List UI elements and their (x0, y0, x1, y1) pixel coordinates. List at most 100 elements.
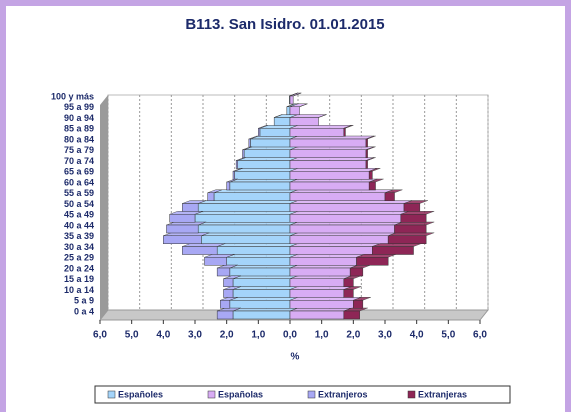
bar (394, 221, 435, 234)
bar (286, 103, 295, 107)
x-tick-label: 4,0 (410, 330, 424, 341)
bar (213, 189, 299, 201)
y-tick-label: 40 a 44 (64, 220, 94, 230)
bar (216, 307, 242, 320)
bar (289, 114, 327, 126)
x-tick-label: 2,0 (346, 330, 360, 341)
bar (384, 189, 403, 201)
y-tick-label: 60 a 64 (64, 177, 94, 187)
bar (226, 178, 238, 191)
bar (372, 243, 422, 255)
bar (232, 286, 299, 298)
bar (229, 264, 299, 277)
y-tick-label: 95 a 99 (64, 102, 94, 112)
bar (365, 157, 376, 169)
bar (289, 211, 409, 223)
bar (194, 211, 299, 223)
bar (289, 275, 352, 287)
bar (387, 232, 435, 244)
bar (237, 157, 299, 169)
bar (289, 264, 359, 277)
bar (289, 307, 352, 320)
bar (289, 243, 381, 255)
bar (343, 307, 368, 320)
legend-label: Españoles (118, 389, 163, 399)
bar (289, 135, 375, 148)
x-tick-label: 3,0 (188, 330, 202, 341)
bar (400, 211, 435, 223)
bar (365, 146, 376, 158)
bar (226, 254, 299, 266)
x-tick-label: 0,0 (283, 330, 297, 341)
legend-label: Extranjeras (418, 389, 467, 399)
legend-swatch (307, 390, 316, 399)
bar (368, 168, 381, 180)
y-tick-label: 70 a 74 (64, 156, 94, 166)
y-tick-label: 55 a 59 (64, 188, 94, 198)
bar (343, 125, 354, 137)
y-tick-label: 80 a 84 (64, 134, 94, 144)
y-tick-label: 45 a 49 (64, 210, 94, 220)
bar (289, 221, 403, 234)
bar (201, 232, 299, 244)
bar (293, 92, 302, 97)
chart-title: B113. San Isidro. 01.01.2015 (185, 16, 384, 33)
bar (216, 243, 299, 255)
y-tick-label: 25 a 29 (64, 253, 94, 263)
bar (356, 254, 397, 266)
y-tick-label: 15 a 19 (64, 274, 94, 284)
bar (365, 135, 376, 148)
x-tick-label: 6,0 (473, 330, 487, 341)
bar (169, 211, 204, 223)
bar (182, 200, 207, 212)
x-tick-label: 5,0 (441, 330, 455, 341)
bar (289, 297, 362, 309)
legend-label: Extranjeros (318, 389, 368, 399)
x-tick-label: 2,0 (220, 330, 234, 341)
bar (289, 232, 397, 244)
bar (299, 103, 308, 107)
y-tick-label: 30 a 34 (64, 242, 94, 252)
y-tick-label: 5 a 9 (74, 296, 94, 306)
legend-swatch (207, 390, 216, 399)
bar (318, 114, 327, 118)
bar (232, 168, 243, 180)
legend (94, 385, 511, 404)
bar (163, 232, 210, 244)
x-tick-label: 4,0 (156, 330, 170, 341)
bar (353, 297, 371, 309)
bar (289, 189, 394, 201)
bar (289, 168, 378, 180)
bar (216, 264, 238, 277)
legend-label: Españolas (218, 389, 263, 399)
x-tick-label: 5,0 (125, 330, 139, 341)
bar (289, 157, 375, 169)
bar (368, 178, 384, 191)
bar (223, 286, 242, 298)
y-tick-label: 35 a 39 (64, 231, 94, 241)
bar (223, 275, 242, 287)
bar (289, 125, 352, 137)
y-tick-label: 50 a 54 (64, 199, 94, 209)
x-tick-label: 1,0 (251, 330, 265, 341)
x-tick-label: 6,0 (93, 330, 107, 341)
bar (234, 168, 299, 180)
y-tick-label: 0 a 4 (74, 306, 94, 316)
y-tick-label: 75 a 79 (64, 145, 94, 155)
y-tick-label: 100 y más (51, 91, 94, 101)
bar (229, 178, 299, 191)
bar (197, 221, 299, 234)
bar (242, 146, 253, 158)
bar (274, 114, 283, 118)
bar (235, 157, 246, 169)
y-tick-label: 85 a 89 (64, 124, 94, 134)
bar (220, 297, 238, 309)
bar (343, 286, 362, 298)
bar (289, 254, 365, 266)
bar (229, 297, 299, 309)
x-tick-label: 1,0 (315, 330, 329, 341)
bar (289, 92, 298, 97)
bar (289, 286, 352, 298)
bar (197, 200, 299, 212)
bar (166, 221, 207, 234)
